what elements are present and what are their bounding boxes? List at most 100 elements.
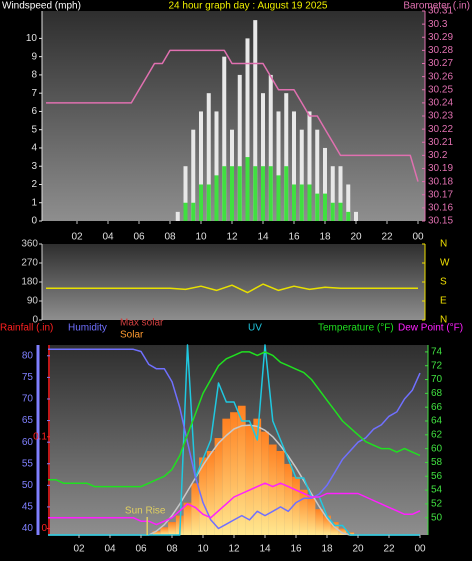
wind-bar — [261, 93, 265, 221]
x-tick-label: 18 — [319, 232, 331, 243]
wind-bar — [237, 166, 242, 221]
wind-bar — [346, 211, 351, 221]
y2-label: Barometer (.in) — [403, 1, 470, 12]
annotation: Sun Rise — [125, 506, 166, 517]
x-tick-label: 04 — [104, 544, 116, 555]
y2-tick-label: 66 — [431, 402, 443, 413]
x-tick-label: 10 — [195, 232, 207, 243]
legend-label: Humidity — [68, 323, 107, 334]
wind-bar — [268, 166, 273, 221]
wind-bar — [245, 38, 250, 222]
rain-tick-label: 0 — [41, 523, 47, 534]
series-line — [48, 351, 421, 488]
solar-bar — [346, 532, 355, 535]
y-tick-label: 3 — [31, 161, 37, 172]
x-tick-label: 12 — [226, 232, 238, 243]
x-tick-label: 16 — [288, 232, 300, 243]
y-tick-label: 10 — [26, 33, 38, 44]
x-tick-label: 16 — [290, 544, 302, 555]
solar-bar — [245, 425, 254, 535]
solar-bar — [230, 412, 238, 535]
solar-bar — [292, 476, 300, 535]
solar-bar — [323, 515, 331, 535]
wind-bar — [199, 184, 203, 221]
y-tick-label: 2 — [31, 179, 37, 190]
wind-bar — [292, 111, 296, 221]
wind-bar — [284, 166, 289, 221]
solar-bar — [315, 509, 324, 535]
y-tick-label: 70 — [22, 394, 34, 405]
y-tick-label: 7 — [31, 88, 37, 99]
y2-tick-label: 68 — [431, 388, 443, 399]
wind-bar — [206, 93, 211, 221]
wind-bar — [214, 175, 219, 221]
y2-tick-label: S — [440, 277, 447, 288]
wind-bar — [307, 111, 312, 221]
y2-tick-label: 60 — [431, 443, 443, 454]
y2-tick-label: 62 — [431, 429, 443, 440]
wind-bar — [315, 129, 320, 221]
y-tick-label: 6 — [31, 106, 37, 117]
solar-bar — [307, 496, 316, 535]
wind-bar — [245, 157, 250, 221]
wind-bar — [191, 202, 196, 221]
y-tick-label: 9 — [31, 51, 37, 62]
y2-tick-label: 52 — [431, 499, 443, 510]
y2-tick-label: 70 — [431, 374, 443, 385]
x-tick-label: 10 — [197, 544, 209, 555]
y2-tick-label: 74 — [431, 347, 443, 358]
y2-tick-label: 56 — [431, 471, 443, 482]
wind-bar — [276, 175, 281, 221]
x-tick-label: 08 — [166, 544, 178, 555]
y-tick-label: 55 — [22, 458, 34, 469]
x-tick-label: 20 — [350, 232, 362, 243]
wind-bar — [354, 211, 358, 221]
series-line — [46, 49, 419, 182]
solar-bar — [284, 463, 293, 535]
wind-bar — [237, 74, 242, 221]
solar-bar — [152, 531, 161, 535]
y2-tick-label: 72 — [431, 360, 443, 371]
y-tick-label: 80 — [22, 350, 34, 361]
wind-bar — [323, 193, 327, 221]
rain-label: Rainfall (.in) — [0, 323, 53, 334]
legend-label: Dew Point (°F) — [398, 323, 463, 334]
x-tick-label: 08 — [164, 232, 176, 243]
wind-bar — [299, 184, 304, 221]
y2-tick-label: 30.21 — [428, 137, 453, 148]
y-tick-label: 5 — [31, 124, 37, 135]
y-tick-label: 45 — [22, 502, 34, 513]
legend-label: Solar — [120, 330, 144, 341]
y-tick-label: 0 — [32, 315, 38, 326]
x-tick-label: 14 — [259, 544, 271, 555]
solar-bar — [199, 457, 207, 535]
y2-tick-label: N — [440, 239, 447, 250]
y-tick-label: 1 — [31, 197, 37, 208]
x-tick-label: 00 — [414, 544, 426, 555]
y2-tick-label: 30.23 — [428, 111, 453, 122]
solar-bar — [183, 502, 192, 535]
series-line — [48, 482, 421, 526]
x-tick-label: 18 — [321, 544, 333, 555]
wind-bar — [199, 111, 203, 221]
solar-bar — [268, 444, 277, 535]
y-tick-label: 90 — [27, 296, 39, 307]
y2-tick-label: 30.22 — [428, 124, 453, 135]
solar-bar — [168, 522, 176, 535]
series-line — [46, 283, 418, 294]
x-tick-label: 12 — [228, 544, 240, 555]
y2-tick-label: 30.17 — [428, 189, 453, 200]
y-tick-label: 360 — [21, 239, 38, 250]
y2-tick-label: 50 — [431, 512, 443, 523]
y-tick-label: 180 — [21, 277, 38, 288]
y-tick-label: 60 — [22, 437, 34, 448]
wind-bar — [230, 166, 234, 221]
y-tick-label: 4 — [31, 143, 37, 154]
y2-tick-label: 30.29 — [428, 32, 453, 43]
wind-bar — [276, 111, 281, 221]
solar-bar — [253, 418, 262, 535]
solar-bar — [338, 528, 347, 535]
y2-tick-label: 30.15 — [428, 216, 453, 227]
wind-bar — [191, 129, 196, 221]
